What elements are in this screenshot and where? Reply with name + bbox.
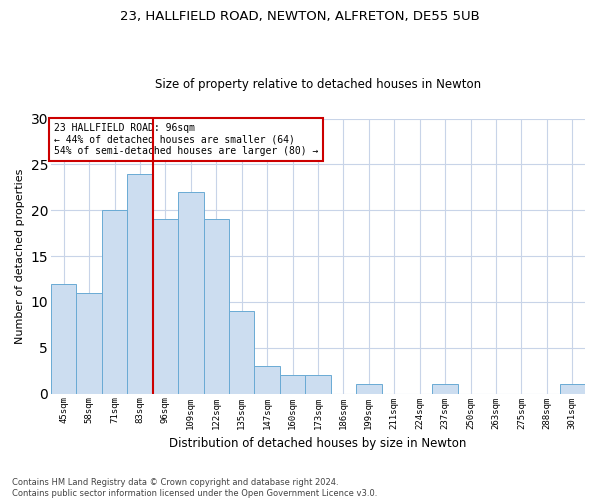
X-axis label: Distribution of detached houses by size in Newton: Distribution of detached houses by size …: [169, 437, 467, 450]
Bar: [127, 174, 152, 394]
Bar: [280, 376, 305, 394]
Bar: [433, 384, 458, 394]
Bar: [203, 220, 229, 394]
Bar: [560, 384, 585, 394]
Bar: [229, 311, 254, 394]
Y-axis label: Number of detached properties: Number of detached properties: [15, 168, 25, 344]
Bar: [305, 376, 331, 394]
Text: 23, HALLFIELD ROAD, NEWTON, ALFRETON, DE55 5UB: 23, HALLFIELD ROAD, NEWTON, ALFRETON, DE…: [120, 10, 480, 23]
Bar: [178, 192, 203, 394]
Title: Size of property relative to detached houses in Newton: Size of property relative to detached ho…: [155, 78, 481, 91]
Bar: [152, 220, 178, 394]
Text: Contains HM Land Registry data © Crown copyright and database right 2024.
Contai: Contains HM Land Registry data © Crown c…: [12, 478, 377, 498]
Bar: [254, 366, 280, 394]
Bar: [76, 293, 102, 394]
Bar: [51, 284, 76, 394]
Bar: [356, 384, 382, 394]
Text: 23 HALLFIELD ROAD: 96sqm
← 44% of detached houses are smaller (64)
54% of semi-d: 23 HALLFIELD ROAD: 96sqm ← 44% of detach…: [53, 122, 318, 156]
Bar: [102, 210, 127, 394]
